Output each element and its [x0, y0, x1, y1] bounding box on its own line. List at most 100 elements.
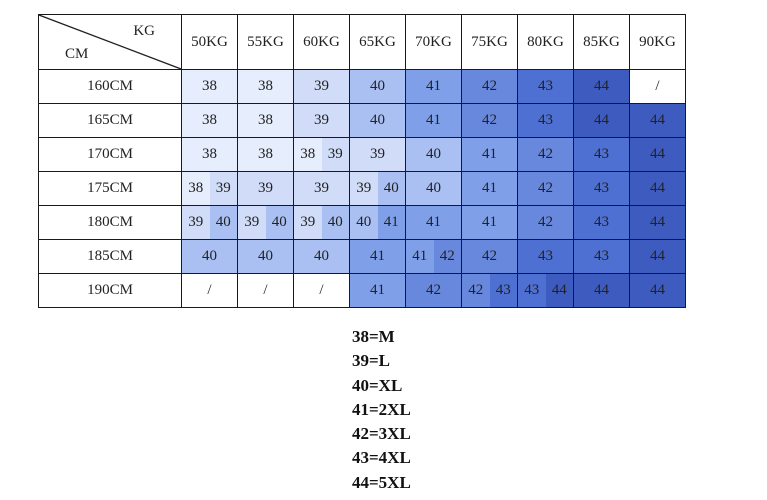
- size-cell: 38 39: [293, 137, 350, 172]
- size-legend: 38=M 39=L 40=XL 41=2XL 42=3XL 43=4XL 44=5XL: [352, 325, 411, 495]
- size-value: 40: [209, 206, 237, 239]
- size-cell: 38 39: [181, 171, 238, 206]
- size-cell: 39: [349, 137, 406, 172]
- row-label: 170CM: [38, 137, 182, 172]
- size-value: 43: [518, 274, 546, 307]
- size-cell: 42 43: [461, 273, 518, 308]
- size-value: 39: [209, 172, 237, 205]
- size-cell: /: [629, 69, 686, 104]
- size-cell: 39 40: [237, 205, 294, 240]
- size-cell: 39 40: [293, 205, 350, 240]
- row-label: 190CM: [38, 273, 182, 308]
- column-header: 60KG: [293, 14, 350, 70]
- size-cell: 39: [293, 103, 350, 138]
- column-header: 55KG: [237, 14, 294, 70]
- size-cell: 40: [405, 171, 462, 206]
- size-value: 39: [182, 206, 210, 239]
- cm-label: CM: [65, 46, 89, 62]
- row-label: 160CM: [38, 69, 182, 104]
- table-row: 170CM 38 38 38 39 39 40 41 42 43 44: [38, 137, 686, 172]
- legend-item: 43=4XL: [352, 448, 411, 468]
- size-cell: 39 40: [349, 171, 406, 206]
- column-header: 50KG: [181, 14, 238, 70]
- size-cell: 38: [237, 103, 294, 138]
- column-header: 90KG: [629, 14, 686, 70]
- size-cell: 40 41: [349, 205, 406, 240]
- size-cell: 42: [405, 273, 462, 308]
- size-cell: 43: [573, 137, 630, 172]
- size-cell: 40: [181, 239, 238, 274]
- size-value: 38: [182, 172, 210, 205]
- size-cell: 41: [405, 205, 462, 240]
- size-cell: 44: [629, 171, 686, 206]
- size-cell: 42: [461, 239, 518, 274]
- size-cell: 42: [461, 69, 518, 104]
- legend-item: 41=2XL: [352, 399, 411, 419]
- size-cell: /: [293, 273, 350, 308]
- size-cell: 38: [237, 137, 294, 172]
- size-value: 39: [238, 206, 266, 239]
- legend-item: 42=3XL: [352, 424, 411, 444]
- column-header: 80KG: [517, 14, 574, 70]
- column-header: 85KG: [573, 14, 630, 70]
- size-cell: 43: [573, 171, 630, 206]
- size-value: 41: [377, 206, 405, 239]
- size-value: 40: [377, 172, 405, 205]
- size-cell: 40: [405, 137, 462, 172]
- size-value: 42: [433, 240, 461, 273]
- table-row: 165CM 38 38 39 40 41 42 43 44 44: [38, 103, 686, 138]
- table-row: 160CM 38 38 39 40 41 42 43 44/: [38, 69, 686, 104]
- size-cell: 44: [629, 273, 686, 308]
- size-cell: 44: [629, 205, 686, 240]
- size-cell: 40: [293, 239, 350, 274]
- size-cell: 40: [349, 103, 406, 138]
- size-cell: 44: [573, 69, 630, 104]
- table-row: 175CM 38 39 39 39 39 40 40 41 42 43 44: [38, 171, 686, 206]
- size-value: 44: [545, 274, 573, 307]
- size-cell: /: [237, 273, 294, 308]
- size-value: 40: [350, 206, 378, 239]
- size-value: 42: [462, 274, 490, 307]
- size-cell: 42: [461, 103, 518, 138]
- size-cell: 42: [517, 171, 574, 206]
- size-cell: 44: [629, 239, 686, 274]
- size-cell: 39: [293, 171, 350, 206]
- size-cell: 42: [517, 137, 574, 172]
- kg-label: KG: [133, 23, 155, 39]
- size-chart-table: KG CM 50KG 55KG 60KG 65KG 70KG 75KG 80KG 85KG 90…: [38, 14, 686, 308]
- row-label: 165CM: [38, 103, 182, 138]
- size-value: 39: [350, 172, 378, 205]
- size-cell: 41: [405, 69, 462, 104]
- diagonal-line: [39, 15, 181, 69]
- size-value: 38: [294, 138, 322, 171]
- row-label: 180CM: [38, 205, 182, 240]
- size-cell: 41: [349, 273, 406, 308]
- corner-cell: KG CM: [38, 14, 182, 70]
- table-row: 180CM 39 40 39 40 39 40 40 41 41 41 42 43 44: [38, 205, 686, 240]
- column-header: 70KG: [405, 14, 462, 70]
- size-cell: 43: [517, 239, 574, 274]
- size-cell: 41: [461, 205, 518, 240]
- size-cell: 40: [237, 239, 294, 274]
- size-cell: 43: [573, 239, 630, 274]
- size-cell: 44: [573, 103, 630, 138]
- size-cell: 41 42: [405, 239, 462, 274]
- table-row: 190CM / //41 42 42 43 43 44 44 44: [38, 273, 686, 308]
- size-cell: 41: [405, 103, 462, 138]
- size-value: 43: [489, 274, 517, 307]
- size-cell: 41: [461, 137, 518, 172]
- size-cell: 39 40: [181, 205, 238, 240]
- size-cell: 43: [517, 103, 574, 138]
- size-cell: 39: [237, 171, 294, 206]
- legend-item: 39=L: [352, 351, 391, 371]
- table-row: 185CM 40 40 40 41 41 42 42 43 43 44: [38, 239, 686, 274]
- size-cell: 42: [517, 205, 574, 240]
- size-cell: 38: [181, 69, 238, 104]
- size-cell: 41: [349, 239, 406, 274]
- legend-item: 44=5XL: [352, 472, 411, 492]
- size-value: 41: [406, 240, 434, 273]
- header-row: KG CM 50KG 55KG 60KG 65KG 70KG 75KG 80KG 85KG 90…: [38, 14, 686, 70]
- size-value: 40: [321, 206, 349, 239]
- column-header: 65KG: [349, 14, 406, 70]
- legend-item: 38=M: [352, 327, 395, 346]
